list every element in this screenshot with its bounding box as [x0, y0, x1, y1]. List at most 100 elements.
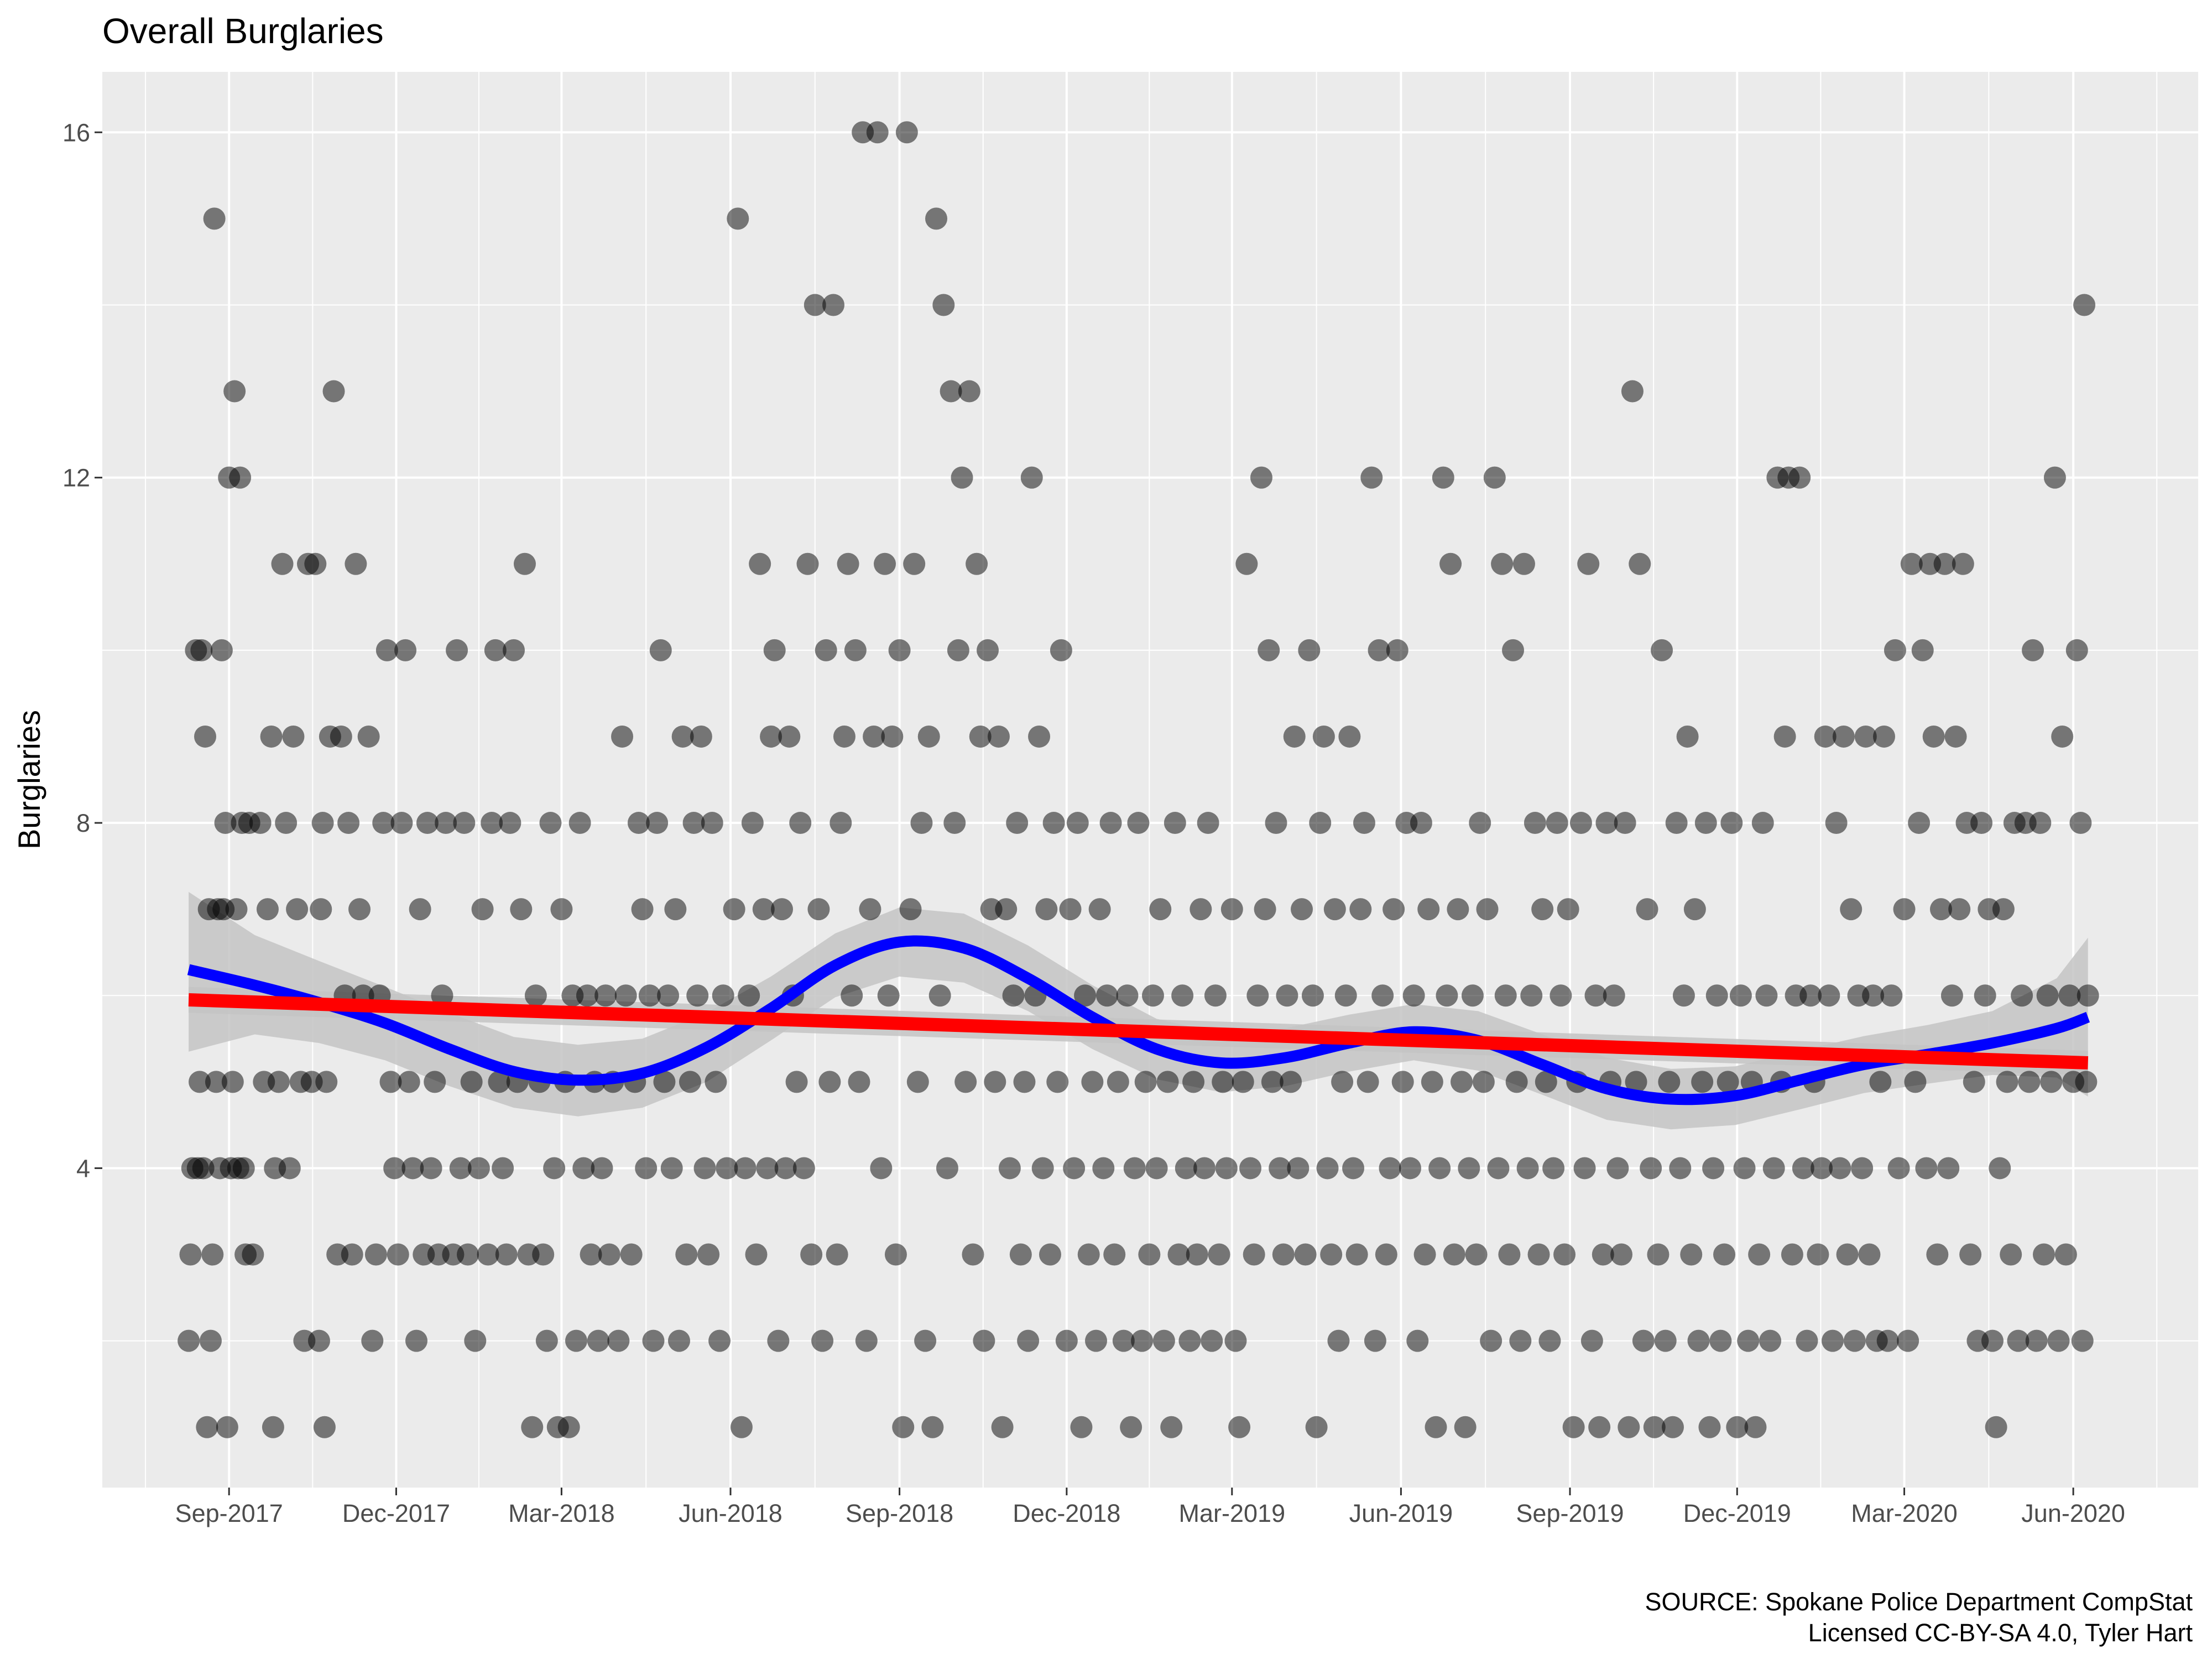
- data-point: [1557, 898, 1579, 921]
- data-point: [1258, 639, 1280, 661]
- data-point: [216, 1416, 238, 1438]
- data-point: [1425, 1416, 1447, 1438]
- x-tick-label: Sep-2019: [1516, 1499, 1624, 1527]
- x-tick-label: Dec-2019: [1683, 1499, 1791, 1527]
- data-point: [1989, 1157, 2011, 1180]
- data-point: [800, 1243, 823, 1266]
- data-point: [741, 812, 764, 834]
- data-point: [1197, 812, 1219, 834]
- data-point: [1031, 1157, 1054, 1180]
- data-point: [826, 1243, 848, 1266]
- data-point: [594, 984, 617, 1007]
- data-point: [1131, 1329, 1154, 1352]
- data-point: [1569, 812, 1592, 834]
- data-point: [1996, 1071, 2018, 1093]
- data-point: [1854, 725, 1877, 748]
- data-point: [1301, 984, 1324, 1007]
- data-point: [1843, 1329, 1866, 1352]
- data-point: [1502, 639, 1525, 661]
- data-point: [1963, 1071, 1985, 1093]
- data-point: [2075, 1071, 2098, 1093]
- data-point: [1643, 1416, 1666, 1438]
- data-point: [1535, 1071, 1557, 1093]
- data-point: [2043, 466, 2066, 489]
- x-tick-label: Sep-2017: [175, 1499, 283, 1527]
- x-tick-label: Sep-2018: [846, 1499, 953, 1527]
- data-point: [1840, 898, 1863, 921]
- data-point: [1542, 1157, 1565, 1180]
- data-point: [1175, 1157, 1197, 1180]
- data-point: [1672, 984, 1695, 1007]
- data-point: [1345, 1243, 1368, 1266]
- data-point: [1243, 1243, 1265, 1266]
- data-point: [576, 984, 598, 1007]
- data-point: [1520, 984, 1543, 1007]
- data-point: [815, 639, 837, 661]
- data-point: [1092, 1157, 1115, 1180]
- data-point: [1323, 898, 1346, 921]
- data-point: [1149, 898, 1172, 921]
- data-point: [614, 984, 637, 1007]
- data-point: [1573, 1157, 1596, 1180]
- data-point: [1647, 1243, 1670, 1266]
- data-point: [495, 1243, 518, 1266]
- y-axis: 4 8 12 16: [62, 118, 102, 1182]
- data-point: [398, 1071, 420, 1093]
- data-point: [1212, 1071, 1234, 1093]
- data-point: [881, 725, 904, 748]
- data-point: [286, 898, 309, 921]
- data-point: [848, 1071, 870, 1093]
- data-point: [1952, 552, 1974, 575]
- data-point: [1186, 1243, 1208, 1266]
- data-point: [1858, 1243, 1881, 1266]
- data-point: [1099, 812, 1122, 834]
- data-point: [1717, 1071, 1739, 1093]
- data-point: [1755, 984, 1778, 1007]
- data-point: [977, 639, 999, 661]
- data-point: [1417, 898, 1440, 921]
- data-point: [532, 1243, 555, 1266]
- data-point: [1383, 898, 1405, 921]
- data-point: [1606, 1157, 1629, 1180]
- data-point: [1269, 1157, 1291, 1180]
- data-point: [2032, 1243, 2055, 1266]
- data-point: [1120, 1416, 1142, 1438]
- data-point: [481, 812, 503, 834]
- data-point: [1937, 1157, 1960, 1180]
- data-point: [242, 1243, 264, 1266]
- data-point: [1145, 1157, 1168, 1180]
- data-point: [1915, 1157, 1938, 1180]
- data-point: [804, 294, 826, 316]
- data-point: [906, 1071, 929, 1093]
- data-point: [1476, 898, 1499, 921]
- data-point: [1762, 1157, 1785, 1180]
- data-point: [1009, 1243, 1032, 1266]
- data-point: [1893, 898, 1916, 921]
- data-point: [749, 552, 771, 575]
- data-point: [1220, 898, 1243, 921]
- data-point: [951, 466, 973, 489]
- data-point: [405, 1329, 428, 1352]
- data-point: [453, 812, 476, 834]
- data-point: [1439, 552, 1462, 575]
- data-point: [1360, 466, 1383, 489]
- data-point: [1432, 466, 1454, 489]
- trend-lines: [187, 935, 2090, 1105]
- data-point: [2065, 639, 2088, 661]
- data-point: [734, 1157, 757, 1180]
- data-point: [1974, 984, 1996, 1007]
- data-point: [1272, 1243, 1295, 1266]
- data-point: [471, 898, 494, 921]
- data-point: [383, 1157, 406, 1180]
- data-point: [1167, 1243, 1190, 1266]
- data-point: [620, 1243, 643, 1266]
- data-point: [914, 1329, 937, 1352]
- data-point: [1799, 984, 1822, 1007]
- data-point: [330, 725, 352, 748]
- data-point: [1413, 1243, 1436, 1266]
- data-point: [1592, 1243, 1614, 1266]
- source-caption: SOURCE: Spokane Police Department CompSt…: [1645, 1588, 2193, 1616]
- data-point: [1190, 898, 1212, 921]
- data-point: [1884, 639, 1906, 661]
- data-point: [1182, 1071, 1205, 1093]
